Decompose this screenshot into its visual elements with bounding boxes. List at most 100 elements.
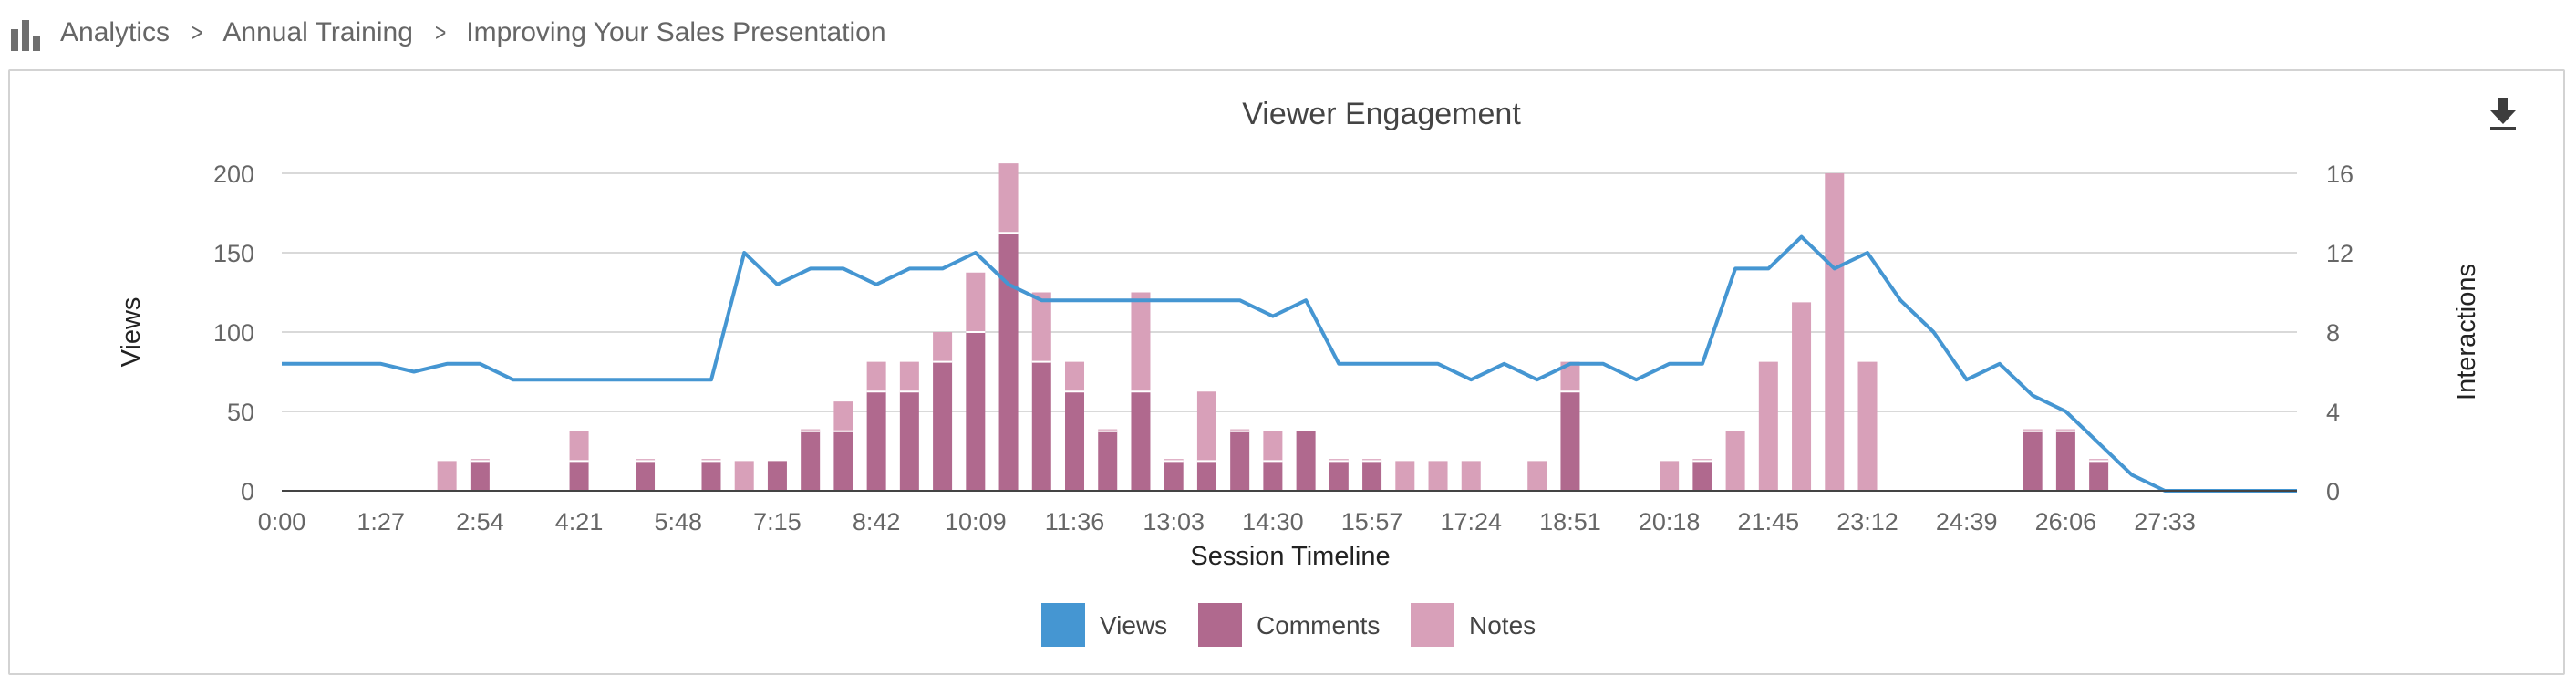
comments-bar (1098, 431, 1118, 491)
x-tick-label: 10:09 (945, 508, 1007, 535)
x-tick-label: 24:39 (1936, 508, 1998, 535)
notes-bar (437, 461, 457, 491)
notes-bar (1792, 302, 1812, 491)
x-axis-label: Session Timeline (1190, 542, 1390, 571)
left-axis-ticks: 0 50 100 150 200 (213, 161, 254, 505)
views-line (282, 234, 2297, 493)
legend-swatch-notes (1411, 603, 1454, 647)
comments-bar (1031, 361, 1051, 491)
x-tick-label: 2:54 (456, 508, 504, 535)
comments-bar (998, 233, 1019, 491)
notes-bar (2055, 429, 2075, 431)
notes-bar (998, 163, 1019, 234)
notes-bar (1692, 459, 1712, 462)
comments-bar (1230, 431, 1250, 491)
viewer-engagement-chart: Viewer Engagement 0 50 100 150 200 0 4 8 12 16 0… (117, 97, 2481, 647)
x-tick-label: 1:27 (357, 508, 405, 535)
notes-bar (1164, 459, 1184, 462)
x-tick-label: 26:06 (2035, 508, 2097, 535)
legend-label-comments: Comments (1257, 611, 1380, 639)
notes-bar (636, 459, 656, 462)
comments-bar (1065, 391, 1085, 491)
legend-label-notes: Notes (1469, 611, 1536, 639)
notes-bar (1857, 361, 1878, 491)
notes-bar (1230, 429, 1250, 431)
comments-bar (1196, 461, 1216, 491)
legend: Views Comments Notes (1041, 603, 1536, 647)
notes-bar (1560, 361, 1580, 392)
comments-bar (1164, 461, 1184, 491)
notes-bar (701, 459, 721, 462)
x-tick-label: 0:00 (258, 508, 306, 535)
notes-bar (1825, 173, 1845, 491)
chevron-right-icon: > (191, 18, 203, 47)
notes-bar (470, 459, 490, 462)
x-tick-label: 5:48 (654, 508, 702, 535)
x-tick-label: 4:21 (555, 508, 604, 535)
comments-bar (636, 461, 656, 491)
comments-bar (701, 461, 721, 491)
notes-bar (1362, 459, 1382, 462)
breadcrumb-item-annual-training[interactable]: Annual Training (222, 17, 413, 47)
notes-bar (1428, 461, 1448, 491)
views-series-line (282, 234, 2297, 493)
x-tick-label: 17:24 (1440, 508, 1502, 535)
x-tick-label: 21:45 (1738, 508, 1800, 535)
x-tick-label: 13:03 (1143, 508, 1205, 535)
notes-bar (933, 332, 953, 362)
y-tick-label: 0 (241, 478, 254, 505)
x-axis-ticks: 0:00 1:27 2:54 4:21 5:48 7:15 8:42 10:09 11:36 13… (258, 508, 2196, 535)
comments-bar (569, 461, 589, 491)
notes-bar (1395, 461, 1415, 491)
notes-bar (1065, 361, 1085, 392)
notes-bar (1527, 461, 1547, 491)
chart-panel: Viewer Engagement 0 50 100 150 200 0 4 8 12 16 0… (8, 69, 2565, 675)
bar-chart-icon (11, 15, 47, 51)
notes-bar (2089, 459, 2109, 462)
notes-bar (966, 272, 986, 332)
y2-tick-label: 16 (2326, 161, 2354, 188)
notes-bar (1329, 459, 1349, 462)
x-tick-label: 18:51 (1539, 508, 1601, 535)
y-tick-label: 200 (213, 161, 254, 188)
legend-swatch-views (1041, 603, 1085, 647)
comments-bar (1329, 461, 1349, 491)
notes-bar (899, 361, 919, 392)
grid-lines (282, 172, 2297, 412)
breadcrumb-item-analytics[interactable]: Analytics (60, 17, 171, 47)
notes-bar (569, 431, 589, 462)
notes-bar (1263, 431, 1283, 462)
comments-bar (470, 461, 490, 491)
download-icon[interactable] (2483, 93, 2523, 133)
x-tick-label: 20:18 (1639, 508, 1701, 535)
notes-bar (1031, 292, 1051, 362)
comments-bar (1296, 431, 1316, 491)
notes-bar (1098, 429, 1118, 431)
comments-bar (933, 361, 953, 491)
y2-tick-label: 8 (2326, 319, 2340, 347)
notes-bar (1461, 461, 1481, 491)
comments-bar (1560, 391, 1580, 491)
right-axis-ticks: 0 4 8 12 16 (2326, 161, 2354, 505)
x-tick-label: 14:30 (1242, 508, 1304, 535)
y-tick-label: 100 (213, 319, 254, 347)
bars (437, 163, 2109, 491)
comments-bar (899, 391, 919, 491)
comments-bar (801, 431, 821, 491)
comments-bar (767, 461, 787, 491)
legend-label-views: Views (1100, 611, 1167, 639)
notes-bar (1660, 461, 1680, 491)
chart-title: Viewer Engagement (1242, 97, 1521, 131)
comments-bar (2023, 431, 2043, 491)
breadcrumb-item-current-page: Improving Your Sales Presentation (466, 17, 886, 47)
notes-bar (734, 461, 754, 491)
y-axis-label: Views (117, 297, 146, 368)
x-tick-label: 8:42 (853, 508, 901, 535)
notes-bar (833, 401, 853, 431)
comments-bar (2089, 461, 2109, 491)
notes-bar (1131, 292, 1151, 392)
comments-bar (866, 391, 886, 491)
comments-bar (1692, 461, 1712, 491)
x-tick-label: 23:12 (1836, 508, 1898, 535)
comments-bar (833, 431, 853, 491)
